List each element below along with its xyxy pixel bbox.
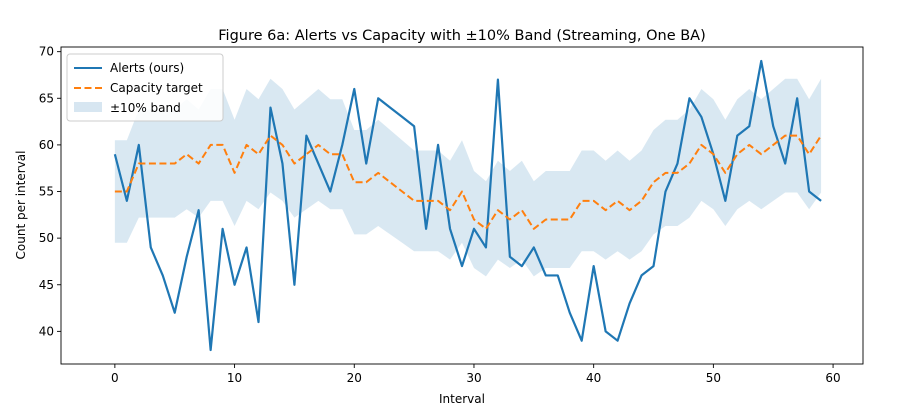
plot-frame [60, 46, 864, 365]
y-tick-label: 45 [39, 278, 54, 292]
y-tick-label: 70 [39, 45, 54, 59]
y-tick-label: 50 [39, 231, 54, 245]
plot-area [113, 59, 822, 352]
x-tick-label: 40 [586, 371, 601, 385]
x-tick-label: 60 [825, 371, 840, 385]
capacity-line [114, 134, 822, 230]
x-axis-title: Interval [439, 392, 485, 406]
alerts-line [113, 59, 822, 352]
y-axis-title: Count per interval [14, 151, 28, 260]
legend-label-capacity: Capacity target [110, 81, 203, 95]
x-tick-label: 0 [111, 371, 119, 385]
x-axis: 0 10 20 30 40 50 60 [111, 364, 841, 385]
legend-box [66, 53, 224, 122]
y-tick-label: 55 [39, 185, 54, 199]
y-tick-label: 60 [39, 138, 54, 152]
legend-swatch-band [74, 102, 102, 112]
legend: Alerts (ours) Capacity target ±10% band [66, 53, 224, 122]
x-tick-label: 10 [227, 371, 242, 385]
y-tick-label: 40 [39, 324, 54, 338]
x-tick-label: 20 [347, 371, 362, 385]
legend-label-alerts: Alerts (ours) [110, 61, 184, 75]
x-tick-label: 30 [466, 371, 481, 385]
band-area [114, 78, 822, 277]
chart-title: Figure 6a: Alerts vs Capacity with ±10% … [218, 28, 706, 44]
legend-label-band: ±10% band [110, 101, 181, 115]
y-axis: 40 45 50 55 60 65 70 [39, 45, 61, 338]
x-tick-label: 50 [706, 371, 721, 385]
y-tick-label: 65 [39, 91, 54, 105]
